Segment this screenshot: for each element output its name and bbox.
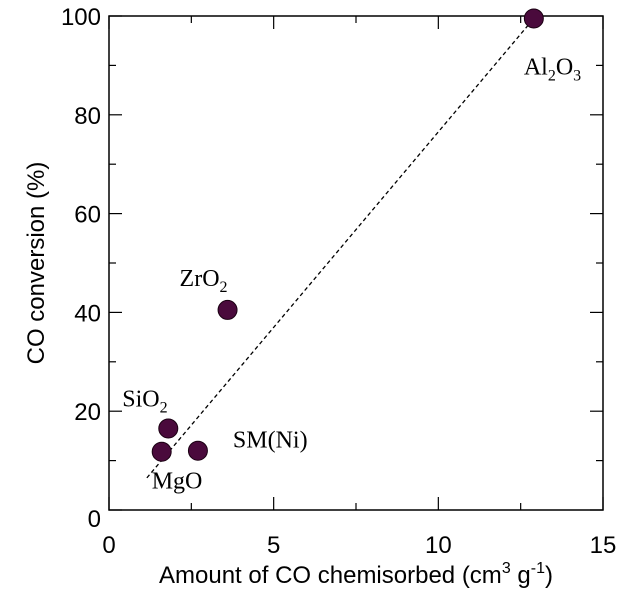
x-axis-title-sup1: 3 [502, 560, 511, 577]
tick-labels: 0 5 10 15 0 20 40 60 80 100 [61, 4, 616, 559]
x-axis-title: Amount of CO chemisorbed (cm3 g-1) [159, 560, 553, 589]
trend-line [146, 18, 535, 479]
x-tick-label: 0 [102, 532, 115, 559]
point-labels: MgO SiO2 SM(Ni) ZrO2 Al2O3 [122, 54, 581, 494]
data-point [187, 440, 208, 461]
y-tick-label: 80 [74, 103, 101, 130]
point-label: SiO2 [122, 386, 167, 416]
data-point [217, 299, 238, 320]
x-axis-title-end: ) [545, 562, 553, 589]
data-point [158, 418, 179, 439]
point-label: ZrO2 [180, 266, 228, 296]
axis-ticks [108, 15, 604, 511]
data-points [151, 8, 544, 462]
x-axis-title-sup2: -1 [531, 560, 545, 577]
data-point [151, 441, 172, 462]
y-tick-label: 60 [74, 202, 101, 229]
y-tick-label: 0 [88, 506, 101, 533]
point-label: SM(Ni) [233, 428, 308, 454]
x-axis-title-mid: g [511, 562, 531, 589]
x-tick-label: 5 [267, 532, 280, 559]
y-tick-label: 100 [61, 4, 101, 31]
point-label: MgO [152, 469, 203, 495]
x-tick-label: 15 [590, 532, 617, 559]
plot-frame [108, 15, 604, 511]
y-tick-label: 40 [74, 300, 101, 327]
x-tick-label: 10 [425, 532, 452, 559]
x-axis-title-main: Amount of CO chemisorbed (cm [159, 562, 502, 589]
y-tick-label: 20 [74, 399, 101, 426]
point-label: Al2O3 [524, 54, 581, 84]
data-point [523, 8, 544, 29]
y-axis-title: CO conversion (%) [23, 162, 50, 365]
